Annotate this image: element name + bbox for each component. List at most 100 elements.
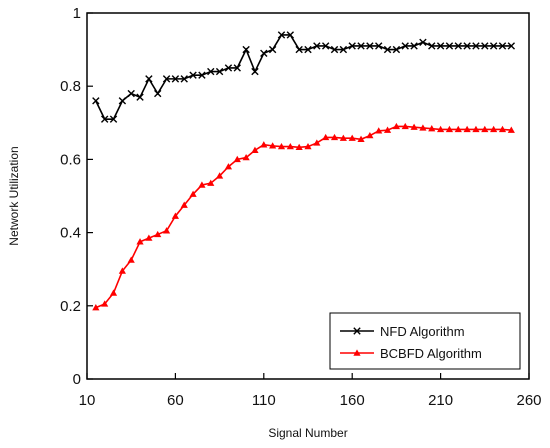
data-point: [207, 67, 215, 76]
data-point: [454, 125, 462, 133]
legend-marker: [353, 327, 361, 335]
data-point: [180, 75, 188, 83]
legend-marker-bcbfd: [353, 349, 361, 356]
data-point: [313, 42, 321, 50]
data-point: [437, 125, 445, 133]
data-point: [392, 45, 401, 54]
x-tick-label: 260: [516, 392, 541, 409]
legend-item-nfd: NFD Algorithm: [340, 324, 465, 339]
data-point: [375, 127, 383, 134]
data-point: [481, 125, 489, 133]
data-point: [463, 125, 471, 133]
data-point: [348, 42, 356, 50]
y-tick-label: 0.6: [60, 151, 81, 168]
data-point: [348, 134, 356, 141]
data-point: [401, 122, 409, 130]
data-point: [198, 181, 206, 188]
data-point: [463, 42, 471, 50]
data-point: [101, 300, 109, 307]
data-point: [507, 42, 516, 50]
data-point: [268, 45, 277, 54]
data-point: [392, 122, 400, 130]
data-point: [92, 304, 100, 311]
data-point: [383, 45, 392, 54]
x-tick-label: 60: [167, 392, 184, 409]
data-point: [224, 64, 233, 72]
data-point: [136, 93, 144, 101]
data-point: [410, 123, 418, 130]
data-point: [145, 234, 153, 241]
legend: NFD Algorithm BCBFD Algorithm: [329, 312, 521, 370]
data-point: [339, 45, 348, 54]
data-point: [260, 141, 268, 148]
data-point: [339, 134, 347, 141]
data-point: [216, 172, 224, 179]
data-point: [215, 67, 224, 76]
data-point: [304, 45, 312, 54]
legend-marker-nfd: [353, 327, 361, 335]
data-point: [366, 42, 374, 50]
legend-marker: [353, 349, 361, 356]
data-point: [286, 142, 294, 150]
data-point: [118, 267, 126, 274]
data-point: [321, 42, 330, 50]
data-point: [410, 42, 418, 50]
x-axis-ticks: 10 60 110 160 210 260: [79, 373, 542, 409]
data-point: [189, 190, 197, 197]
data-point: [162, 75, 171, 83]
plot-frame: [86, 12, 530, 380]
data-point: [233, 64, 241, 72]
y-tick-label: 1: [73, 5, 81, 22]
legend-item-bcbfd: BCBFD Algorithm: [340, 346, 482, 361]
y-tick-label: 0: [73, 371, 81, 388]
data-point: [277, 31, 286, 39]
data-point: [198, 71, 206, 79]
data-point: [498, 42, 507, 50]
data-point: [472, 125, 480, 133]
data-point: [242, 153, 250, 161]
data-point: [277, 142, 286, 150]
data-point: [454, 42, 462, 50]
series-line: [95, 125, 512, 309]
data-point: [92, 97, 100, 105]
x-tick-label: 210: [428, 392, 453, 409]
data-point: [330, 133, 339, 141]
data-point: [154, 230, 162, 238]
data-point: [180, 201, 188, 208]
data-point: [428, 42, 436, 50]
data-point: [171, 75, 180, 83]
legend-label-nfd: NFD Algorithm: [380, 324, 465, 339]
y-tick-label: 0.4: [60, 225, 81, 242]
data-point: [498, 125, 507, 133]
data-point: [383, 126, 392, 133]
data-point: [260, 49, 268, 57]
data-point: [100, 115, 109, 123]
data-point: [171, 212, 179, 219]
data-point: [295, 45, 303, 54]
data-point: [304, 142, 312, 150]
data-point: [419, 38, 427, 46]
data-point: [127, 256, 135, 263]
data-point: [162, 227, 171, 234]
series-bcbfd: [92, 122, 515, 311]
data-point: [357, 135, 365, 142]
legend-label-bcbfd: BCBFD Algorithm: [380, 346, 482, 361]
data-point: [330, 45, 339, 54]
data-point: [472, 42, 480, 50]
data-point: [109, 115, 118, 123]
series-layer: [92, 31, 516, 311]
y-axis-title: Network Utilization: [7, 146, 21, 245]
data-point: [507, 126, 515, 133]
data-point: [357, 42, 365, 50]
x-axis-title: Signal Number: [268, 426, 347, 440]
y-axis-ticks: 0 0.2 0.4 0.6 0.8 1: [60, 5, 93, 388]
x-tick-label: 160: [340, 392, 365, 409]
data-point: [251, 67, 259, 76]
data-point: [313, 139, 321, 146]
data-point: [489, 42, 498, 50]
legend-box: [329, 312, 521, 370]
data-point: [401, 42, 409, 50]
data-point: [445, 125, 454, 133]
x-tick-label: 10: [79, 392, 96, 409]
